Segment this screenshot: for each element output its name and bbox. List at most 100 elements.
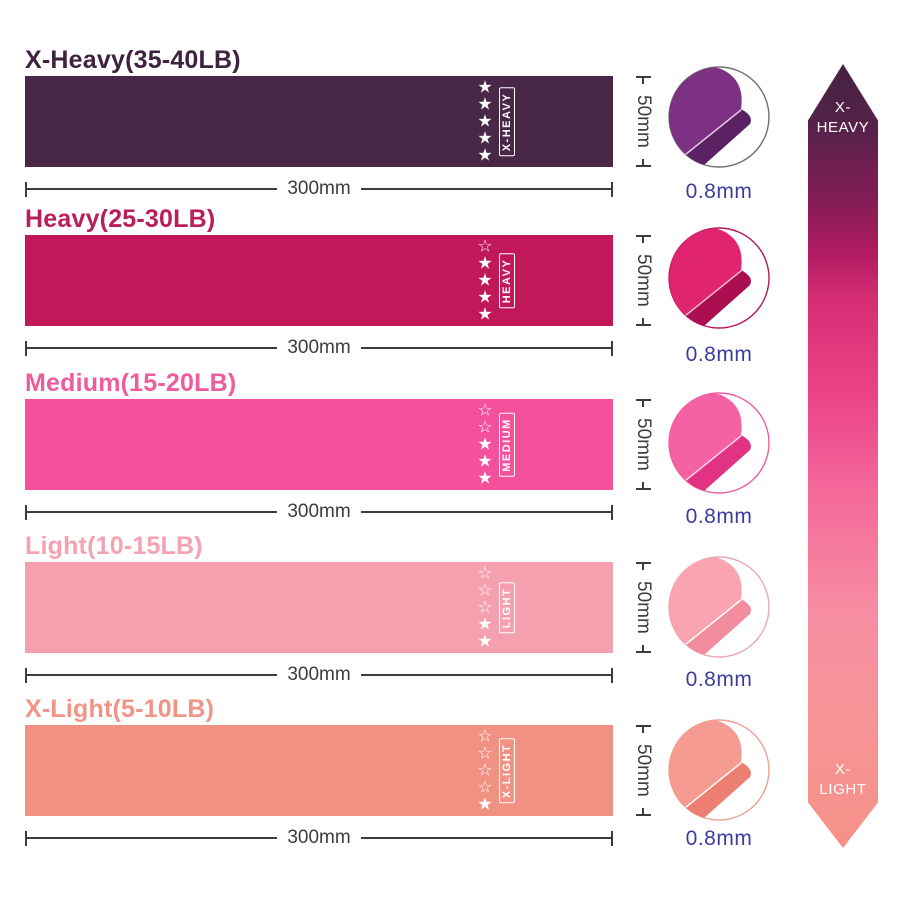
star-icon: ★ xyxy=(477,451,493,471)
dimension-tick xyxy=(642,727,644,733)
star-rating: ★ ★ ★ ★ ★ xyxy=(476,79,494,164)
star-icon: ☆ xyxy=(477,563,493,583)
thickness-label: 0.8mm xyxy=(685,827,753,850)
dimension-tick xyxy=(611,340,614,356)
star-icon: ☆ xyxy=(477,580,493,600)
arrow-top-label: X- HEAVY xyxy=(808,98,878,138)
star-icon: ★ xyxy=(477,794,493,814)
star-rating: ☆ ★ ★ ★ ★ xyxy=(476,238,494,323)
star-icon: ☆ xyxy=(477,236,493,256)
dimension-tick xyxy=(642,237,644,243)
band-fold-icon xyxy=(668,66,770,168)
width-dimension-label: 300mm xyxy=(287,337,351,358)
star-icon: ☆ xyxy=(477,743,493,763)
dimension-tick xyxy=(635,324,651,326)
dimension-line xyxy=(27,837,278,839)
dimension-tick xyxy=(635,399,651,401)
arrow-top-label-line1: X- xyxy=(834,99,852,116)
dimension-tick xyxy=(635,235,651,237)
width-dimension: 300mm xyxy=(25,664,614,685)
star-icon: ☆ xyxy=(477,597,493,617)
band-edge-thumbnail xyxy=(666,225,772,331)
dimension-tick xyxy=(635,488,651,490)
height-dimension: 50mm xyxy=(624,399,662,490)
dimension-tick xyxy=(642,808,644,814)
arrow-bottom-label: X- LIGHT xyxy=(808,760,878,800)
band-edge-thumbnail xyxy=(666,390,772,496)
band-title: Medium(15-20LB) xyxy=(25,369,237,397)
arrow-bottom-label-line2: LIGHT xyxy=(819,781,867,798)
band-fold-icon xyxy=(668,556,770,658)
star-icon: ★ xyxy=(477,94,493,114)
dimension-tick xyxy=(635,725,651,727)
width-dimension: 300mm xyxy=(25,178,614,199)
dimension-tick xyxy=(635,76,651,78)
star-icon: ★ xyxy=(477,270,493,290)
star-icon: ☆ xyxy=(477,777,493,797)
height-dimension: 50mm xyxy=(624,76,662,167)
dimension-line xyxy=(360,674,612,676)
width-dimension: 300mm xyxy=(25,501,614,522)
band-label-tag: HEAVY xyxy=(499,253,515,308)
star-icon: ★ xyxy=(477,145,493,165)
dimension-tick xyxy=(635,651,651,653)
dimension-tick xyxy=(25,504,27,520)
band-label-tag: LIGHT xyxy=(499,582,515,633)
resistance-gradient-arrow: X- HEAVY X- LIGHT xyxy=(808,64,878,848)
height-dimension-label: 50mm xyxy=(633,254,654,307)
dimension-line xyxy=(27,347,278,349)
band-swatch: ☆ ☆ ☆ ★ ★ LIGHT xyxy=(25,562,613,653)
band-label-tag: X-HEAVY xyxy=(499,87,515,156)
band-row: X-Heavy(35-40LB) ★ ★ ★ ★ ★ X-HEAVY 50mm 300m… xyxy=(25,46,654,206)
band-fold-icon xyxy=(668,392,770,494)
height-dimension: 50mm xyxy=(624,562,662,653)
band-row: Light(10-15LB) ☆ ☆ ☆ ★ ★ LIGHT 50mm 300mm xyxy=(25,532,654,692)
dimension-tick xyxy=(611,504,614,520)
width-dimension: 300mm xyxy=(25,827,614,848)
star-rating: ☆ ☆ ★ ★ ★ xyxy=(476,402,494,487)
thickness-label: 0.8mm xyxy=(685,343,753,366)
star-icon: ★ xyxy=(477,468,493,488)
band-title: X-Light(5-10LB) xyxy=(25,695,215,723)
star-icon: ☆ xyxy=(477,400,493,420)
band-row: Medium(15-20LB) ☆ ☆ ★ ★ ★ MEDIUM 50mm 300mm xyxy=(25,369,654,529)
dimension-tick xyxy=(642,645,644,651)
star-icon: ★ xyxy=(477,631,493,651)
dimension-line xyxy=(360,347,612,349)
dimension-tick xyxy=(642,318,644,324)
band-label-tag: MEDIUM xyxy=(499,412,515,477)
star-rating: ☆ ☆ ☆ ★ ★ xyxy=(476,565,494,650)
star-icon: ☆ xyxy=(477,417,493,437)
width-dimension: 300mm xyxy=(25,337,614,358)
height-dimension-label: 50mm xyxy=(633,95,654,148)
height-dimension: 50mm xyxy=(624,725,662,816)
dimension-line xyxy=(27,188,278,190)
dimension-line xyxy=(360,511,612,513)
dimension-tick xyxy=(642,564,644,570)
dimension-tick xyxy=(635,165,651,167)
thickness-label: 0.8mm xyxy=(685,668,753,691)
height-dimension-label: 50mm xyxy=(633,581,654,634)
dimension-tick xyxy=(642,482,644,488)
dimension-tick xyxy=(642,78,644,84)
band-swatch: ☆ ☆ ☆ ☆ ★ X-LIGHT xyxy=(25,725,613,816)
height-dimension-label: 50mm xyxy=(633,418,654,471)
star-icon: ★ xyxy=(477,434,493,454)
width-dimension-label: 300mm xyxy=(287,827,351,848)
width-dimension-label: 300mm xyxy=(287,501,351,522)
star-icon: ★ xyxy=(477,77,493,97)
dimension-tick xyxy=(635,814,651,816)
star-icon: ☆ xyxy=(477,726,493,746)
arrow-top-label-line2: HEAVY xyxy=(816,119,870,136)
dimension-tick xyxy=(611,181,614,197)
band-edge-thumbnail xyxy=(666,554,772,660)
star-icon: ★ xyxy=(477,128,493,148)
band-swatch: ☆ ★ ★ ★ ★ HEAVY xyxy=(25,235,613,326)
band-title: Heavy(25-30LB) xyxy=(25,205,216,233)
band-swatch: ☆ ☆ ★ ★ ★ MEDIUM xyxy=(25,399,613,490)
dimension-tick xyxy=(25,340,27,356)
arrow-bottom-label-line1: X- xyxy=(834,761,852,778)
band-fold-icon xyxy=(668,227,770,329)
band-edge-thumbnail xyxy=(666,64,772,170)
